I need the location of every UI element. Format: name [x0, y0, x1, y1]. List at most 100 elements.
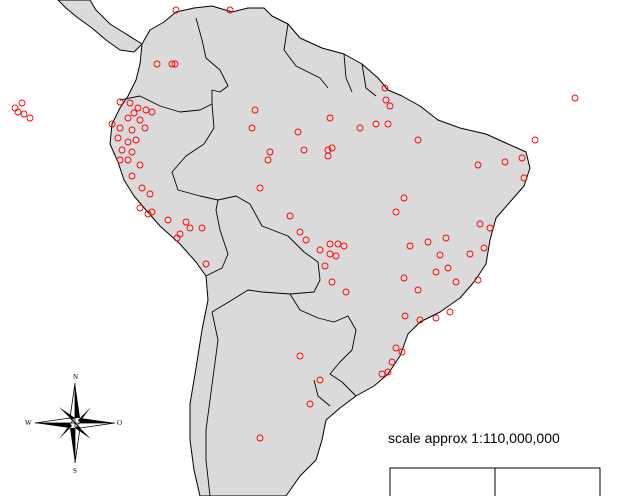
- occurrence-point: [388, 358, 396, 366]
- occurrence-point: [424, 238, 432, 246]
- occurrence-point: [251, 106, 259, 114]
- occurrence-point: [316, 246, 324, 254]
- occurrence-point: [326, 114, 334, 122]
- occurrence-point: [432, 268, 440, 276]
- occurrence-point: [316, 376, 324, 384]
- occurrence-point: [382, 96, 390, 104]
- occurrence-point: [182, 218, 190, 226]
- occurrence-point: [132, 136, 140, 144]
- occurrence-point: [171, 60, 179, 68]
- occurrence-point: [406, 242, 414, 250]
- occurrence-point: [480, 244, 488, 252]
- occurrence-point: [384, 120, 392, 128]
- occurrence-point: [116, 124, 124, 132]
- occurrence-point: [128, 126, 136, 134]
- occurrence-point: [294, 128, 302, 136]
- occurrence-point: [328, 278, 336, 286]
- occurrence-point: [172, 6, 180, 14]
- occurrence-point: [416, 316, 424, 324]
- occurrence-point: [414, 286, 422, 294]
- occurrence-point: [124, 114, 132, 122]
- occurrence-point: [332, 252, 340, 260]
- occurrence-point: [340, 242, 348, 250]
- occurrence-point: [520, 174, 528, 182]
- occurrence-point: [142, 106, 150, 114]
- occurrence-point: [128, 172, 136, 180]
- occurrence-point: [444, 264, 452, 272]
- occurrence-point: [334, 240, 342, 248]
- occurrence-point: [134, 104, 142, 112]
- occurrence-point: [378, 370, 386, 378]
- border-colombia-ecuador-peru: [119, 89, 221, 113]
- occurrence-point: [486, 224, 494, 232]
- occurrence-point: [14, 108, 22, 116]
- occurrence-point: [126, 99, 134, 107]
- occurrence-point: [466, 250, 474, 258]
- occurrence-points: [11, 6, 579, 442]
- occurrence-point: [414, 136, 422, 144]
- occurrence-point: [118, 146, 126, 154]
- border-argentina-brazil-uruguay: [329, 349, 357, 397]
- border-paraguay: [289, 293, 357, 351]
- occurrence-point: [296, 228, 304, 236]
- border-venezuela-guyana: [283, 23, 329, 89]
- north-arrow-icon: N S O W: [25, 373, 122, 475]
- occurrence-point: [130, 109, 138, 117]
- border-guyanas: [343, 53, 377, 97]
- occurrence-point: [302, 236, 310, 244]
- occurrence-point: [571, 94, 579, 102]
- occurrence-point: [384, 368, 392, 376]
- occurrence-point: [136, 116, 144, 124]
- occurrence-point: [328, 144, 336, 152]
- occurrence-point: [381, 84, 389, 92]
- compass-east-label: O: [117, 419, 122, 427]
- occurrence-point: [501, 158, 509, 166]
- occurrence-point: [256, 184, 264, 192]
- occurrence-point: [114, 134, 122, 142]
- occurrence-point: [400, 194, 408, 202]
- occurrence-point: [264, 156, 272, 164]
- occurrence-point: [148, 208, 156, 216]
- landmass-layer: [57, 0, 531, 496]
- occurrence-point: [442, 234, 450, 242]
- occurrence-point: [400, 274, 408, 282]
- border-colombia-venezuela: [195, 17, 229, 93]
- occurrence-point: [124, 156, 132, 164]
- occurrence-point: [146, 190, 154, 198]
- occurrence-point: [398, 348, 406, 356]
- occurrence-point: [446, 308, 454, 316]
- south-america-land: [109, 5, 531, 496]
- occurrence-point: [342, 288, 350, 296]
- occurrence-point: [321, 262, 329, 270]
- occurrence-point: [20, 110, 28, 118]
- scale-label: scale approx 1:110,000,000: [388, 430, 560, 446]
- occurrence-point: [326, 250, 334, 258]
- occurrence-point: [474, 276, 482, 284]
- occurrence-point: [248, 124, 256, 132]
- compass-north-label: N: [73, 373, 78, 381]
- occurrence-point: [116, 156, 124, 164]
- occurrence-point: [432, 314, 440, 322]
- occurrence-point: [300, 146, 308, 154]
- occurrence-point: [372, 120, 380, 128]
- occurrence-point: [256, 434, 264, 442]
- occurrence-point: [168, 60, 176, 68]
- occurrence-point: [226, 6, 234, 14]
- occurrence-point: [186, 224, 194, 232]
- border-peru-brazil: [171, 103, 251, 205]
- occurrence-point: [153, 60, 161, 68]
- occurrence-point: [128, 148, 136, 156]
- occurrence-point: [518, 154, 526, 162]
- occurrence-point: [266, 148, 274, 156]
- border-chile-argentina: [205, 311, 219, 496]
- occurrence-point: [436, 251, 444, 259]
- occurrence-point: [138, 184, 146, 192]
- occurrence-point: [108, 120, 116, 128]
- occurrence-point: [148, 108, 156, 116]
- occurrence-point: [202, 260, 210, 268]
- occurrence-point: [198, 224, 206, 232]
- occurrence-point: [474, 161, 482, 169]
- occurrence-point: [164, 216, 172, 224]
- occurrence-point: [136, 161, 144, 169]
- occurrence-point: [531, 136, 539, 144]
